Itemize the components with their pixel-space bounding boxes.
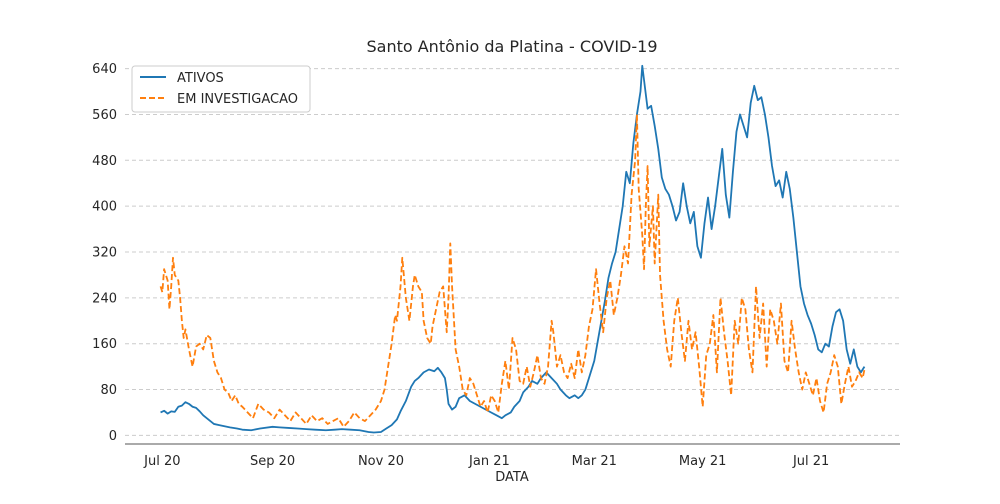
x-tick-label: Nov 20 [358, 454, 404, 469]
x-tick-label: Mar 21 [572, 454, 617, 469]
x-tick-label: Jan 21 [468, 454, 510, 469]
y-tick-label: 160 [92, 337, 117, 352]
series-line-em-investigacao [159, 113, 866, 428]
y-tick-label: 80 [100, 383, 117, 398]
y-tick-label: 560 [92, 108, 117, 123]
chart-title: Santo Antônio da Platina - COVID-19 [366, 37, 657, 56]
y-tick-label: 400 [92, 200, 117, 215]
x-tick-label: May 21 [679, 454, 727, 469]
y-tick-label: 480 [92, 154, 117, 169]
series-line-ativos [160, 64, 866, 434]
y-tick-label: 0 [109, 429, 117, 444]
y-tick-label: 640 [92, 62, 117, 77]
y-tick-label: 320 [92, 246, 117, 261]
x-axis-label: DATA [495, 470, 529, 485]
x-axis: Jul 20 Sep 20 Nov 20 Jan 21 Mar 21 May 21 Jul … [143, 454, 829, 469]
x-tick-label: Sep 20 [250, 454, 295, 469]
x-tick-label: Jul 21 [792, 454, 829, 469]
y-tick-label: 240 [92, 291, 117, 306]
legend: ATIVOS EM INVESTIGACAO [131, 65, 311, 113]
legend-label-em-investigacao: EM INVESTIGACAO [177, 92, 298, 107]
series-lines [159, 64, 866, 434]
x-tick-label: Jul 20 [143, 454, 180, 469]
grid-lines [125, 68, 900, 436]
legend-label-ativos: ATIVOS [177, 71, 224, 86]
y-axis: 0 80 160 240 320 400 480 560 640 [92, 62, 117, 444]
legend-box [131, 65, 311, 113]
